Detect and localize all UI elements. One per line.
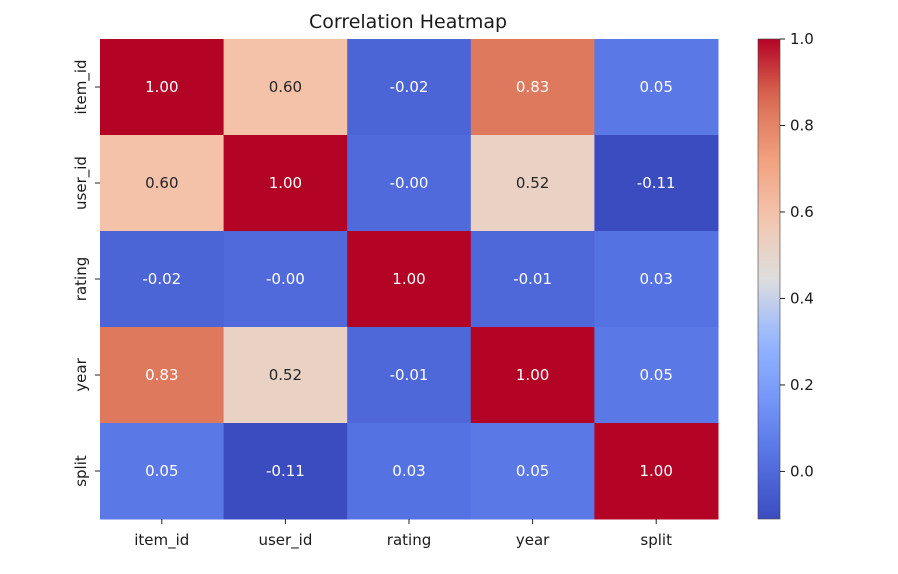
heatmap-cell	[100, 231, 225, 328]
cell-value-label: 0.05	[145, 462, 178, 480]
cell-value-label: 0.05	[639, 366, 672, 384]
x-tick-label: split	[640, 531, 672, 549]
heatmap-cell	[347, 423, 472, 520]
y-tick-label: year	[72, 357, 90, 391]
colorbar-gradient	[758, 39, 780, 519]
cell-value-label: 0.83	[516, 78, 549, 96]
heatmap-cell	[223, 39, 348, 136]
heatmap-cell	[100, 423, 225, 520]
x-axis: item_id user_id rating year split	[134, 519, 672, 550]
colorbar-tick-label: 0.6	[790, 203, 814, 221]
chart-title: Correlation Heatmap	[309, 11, 507, 33]
heatmap-cell	[347, 327, 472, 424]
cell-value-label: 0.05	[516, 462, 549, 480]
cell-value-label: -0.02	[390, 78, 429, 96]
y-tick-label: item_id	[72, 59, 91, 114]
cell-value-label: 0.05	[639, 78, 672, 96]
heatmap-cell	[594, 231, 719, 328]
cell-value-label: 1.00	[392, 270, 425, 288]
heatmap-cells: 1.00 0.60 -0.02 0.83 0.05 0.60 1.00 -0.00 0.52 -0…	[100, 39, 719, 520]
heatmap-cell	[223, 231, 348, 328]
cell-value-label: 0.83	[145, 366, 178, 384]
colorbar-frame	[757, 38, 781, 520]
colorbar: 0.0 0.2 0.4 0.6 0.8 1.0	[757, 30, 814, 520]
cell-value-label: 1.00	[145, 78, 178, 96]
x-tick-label: user_id	[258, 531, 312, 550]
y-tick-label: rating	[72, 257, 90, 301]
cell-value-label: 0.52	[269, 366, 302, 384]
heatmap-cell	[470, 231, 595, 328]
heatmap-cell	[223, 327, 348, 424]
x-tick-label: year	[516, 531, 550, 549]
cell-value-label: -0.01	[513, 270, 552, 288]
y-tick-label: user_id	[72, 156, 91, 210]
y-tick-label: split	[72, 455, 90, 487]
colorbar-tick-label: 0.0	[790, 462, 814, 480]
cell-value-label: 0.03	[392, 462, 425, 480]
x-tick-label: rating	[387, 531, 431, 549]
cell-value-label: -0.00	[266, 270, 305, 288]
heatmap-cell	[347, 39, 472, 136]
colorbar-tick-label: 0.8	[790, 116, 814, 134]
cell-value-label: 1.00	[639, 462, 672, 480]
heatmap-cell	[347, 231, 472, 328]
heatmap-cell	[100, 327, 225, 424]
heatmap-cell	[594, 135, 719, 232]
heatmap-cell	[594, 39, 719, 136]
heatmap-cell	[470, 327, 595, 424]
heatmap-cell	[470, 135, 595, 232]
cell-value-label: 0.60	[269, 78, 302, 96]
cell-value-label: -0.11	[637, 174, 676, 192]
heatmap-cell	[223, 423, 348, 520]
cell-value-label: -0.02	[142, 270, 181, 288]
heatmap-cell	[470, 423, 595, 520]
cell-value-label: 0.52	[516, 174, 549, 192]
heatmap-cell	[470, 39, 595, 136]
cell-value-label: 1.00	[269, 174, 302, 192]
cell-value-label: -0.00	[390, 174, 429, 192]
cell-value-label: 1.00	[516, 366, 549, 384]
heatmap-cell	[100, 135, 225, 232]
colorbar-tick-label: 0.2	[790, 376, 814, 394]
x-tick-label: item_id	[134, 531, 189, 550]
colorbar-tick-label: 0.4	[790, 289, 814, 307]
cell-value-label: -0.11	[266, 462, 305, 480]
heatmap-cell	[100, 39, 225, 136]
heatmap-cell	[347, 135, 472, 232]
cell-value-label: 0.60	[145, 174, 178, 192]
heatmap-cell	[594, 423, 719, 520]
colorbar-tick-label: 1.0	[790, 30, 814, 48]
heatmap-cell	[594, 327, 719, 424]
cell-value-label: 0.03	[639, 270, 672, 288]
heatmap-cell	[223, 135, 348, 232]
cell-value-label: -0.01	[390, 366, 429, 384]
